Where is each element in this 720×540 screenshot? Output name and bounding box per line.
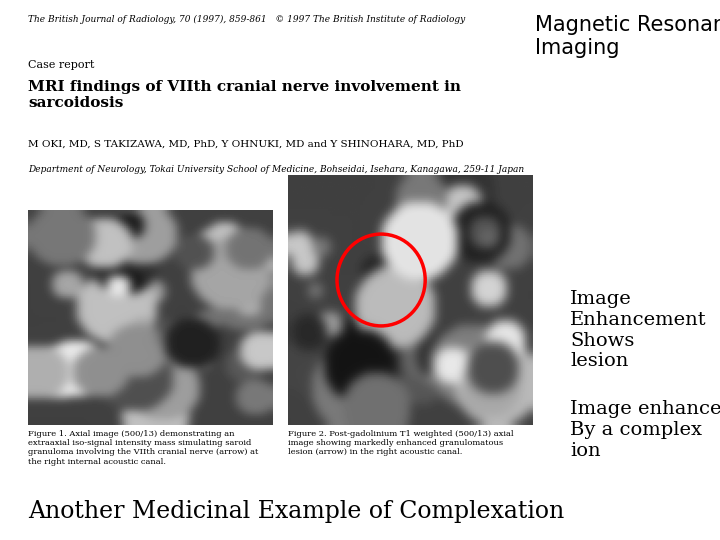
Text: Case report: Case report [28, 60, 94, 70]
Text: Another Medicinal Example of Complexation: Another Medicinal Example of Complexatio… [28, 500, 564, 523]
Text: M OKI, MD, S TAKIZAWA, MD, PhD, Y OHNUKI, MD and Y SHINOHARA, MD, PhD: M OKI, MD, S TAKIZAWA, MD, PhD, Y OHNUKI… [28, 140, 464, 149]
Text: Figure 2. Post-gadolinium T1 weighted (500/13) axial
image showing markedly enha: Figure 2. Post-gadolinium T1 weighted (5… [288, 430, 513, 456]
Text: Figure 1. Axial image (500/13) demonstrating an
extraaxial iso-signal intensity : Figure 1. Axial image (500/13) demonstra… [28, 430, 258, 465]
Text: Magnetic Resonance
Imaging: Magnetic Resonance Imaging [535, 15, 720, 58]
Text: Image enhanced
By a complex
ion: Image enhanced By a complex ion [570, 400, 720, 460]
Text: The British Journal of Radiology, 70 (1997), 859-861   © 1997 The British Instit: The British Journal of Radiology, 70 (19… [28, 15, 465, 24]
Text: Image
Enhancement
Shows
lesion: Image Enhancement Shows lesion [570, 290, 706, 370]
Text: Department of Neurology, Tokai University School of Medicine, Bohseidai, Isehara: Department of Neurology, Tokai Universit… [28, 165, 524, 174]
Text: MRI findings of VIIth cranial nerve involvement in
sarcoidosis: MRI findings of VIIth cranial nerve invo… [28, 80, 461, 110]
